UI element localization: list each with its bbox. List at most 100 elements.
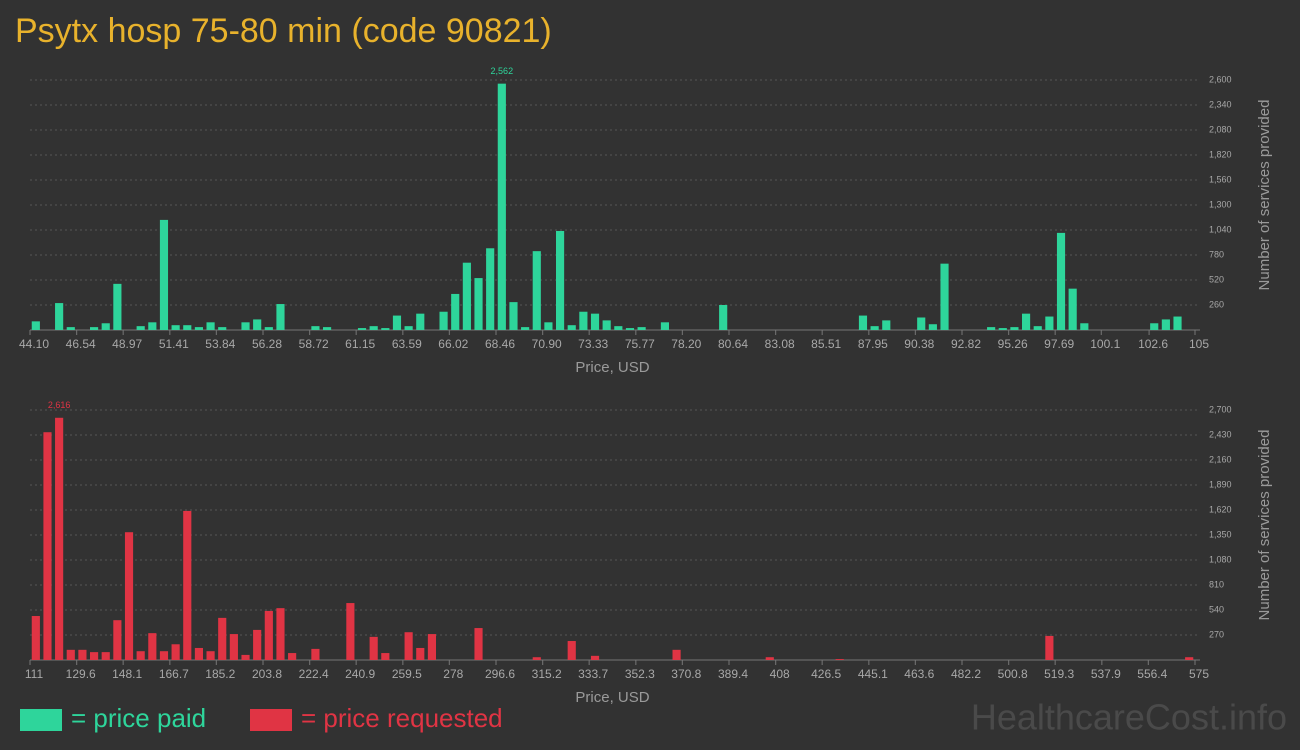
x-tick-label: 73.33 (578, 337, 608, 351)
bar (439, 311, 448, 330)
bar (404, 326, 413, 330)
bar (392, 315, 402, 330)
bar (521, 327, 530, 330)
bar (555, 230, 565, 330)
bar (206, 322, 215, 330)
bar (614, 326, 623, 330)
bar (369, 636, 378, 660)
bar (276, 304, 285, 330)
bar (1150, 323, 1159, 330)
bar (602, 320, 611, 330)
bar (148, 633, 157, 660)
bar (835, 659, 844, 660)
bar (532, 657, 541, 660)
legend-label: = price requested (301, 703, 503, 733)
x-tick-label: 58.72 (299, 337, 329, 351)
x-tick-label: 85.51 (811, 337, 841, 351)
x-tick-label: 129.6 (66, 667, 96, 681)
bar (229, 634, 238, 660)
page-title: Psytx hosp 75-80 min (code 90821) (15, 12, 552, 50)
bar (89, 327, 99, 330)
y-axis-title: Number of services provided (1256, 430, 1273, 621)
bar (253, 319, 262, 330)
x-tick-label: 500.8 (998, 667, 1028, 681)
x-tick-label: 75.77 (625, 337, 655, 351)
bar (381, 653, 390, 660)
x-tick-label: 92.82 (951, 337, 981, 351)
bar (264, 327, 273, 330)
bar (567, 641, 576, 660)
bar (31, 321, 40, 330)
x-tick-label: 333.7 (578, 667, 608, 681)
x-tick-label: 222.4 (299, 667, 329, 681)
bar (1045, 316, 1054, 330)
bar (253, 629, 262, 660)
x-tick-label: 66.02 (438, 337, 468, 351)
bar (1056, 232, 1066, 330)
x-tick-label: 370.8 (671, 667, 701, 681)
x-tick-label: 97.69 (1044, 337, 1074, 351)
bar (1045, 635, 1054, 660)
bar (509, 302, 518, 330)
x-tick-label: 53.84 (205, 337, 235, 351)
y-tick-label: 2,160 (1209, 454, 1232, 464)
y-tick-label: 1,080 (1209, 554, 1232, 564)
value-label: 2,562 (491, 66, 514, 76)
legend-swatch (20, 709, 62, 731)
y-tick-label: 1,040 (1209, 224, 1232, 234)
x-tick-label: 95.26 (998, 337, 1028, 351)
bar (264, 610, 273, 660)
bar (1068, 288, 1077, 330)
x-tick-label: 278 (443, 667, 463, 681)
bar (987, 327, 996, 330)
bar (241, 322, 250, 330)
x-tick-label: 100.1 (1090, 337, 1120, 351)
bar (276, 608, 285, 660)
x-tick-label: 185.2 (205, 667, 235, 681)
bar (89, 652, 99, 660)
bar (567, 325, 576, 330)
x-tick-label: 51.41 (159, 337, 189, 351)
y-tick-label: 2,340 (1209, 99, 1232, 109)
bar (55, 303, 64, 330)
bar (625, 328, 635, 330)
bar (497, 83, 506, 331)
bar (998, 328, 1007, 330)
y-tick-label: 2,080 (1209, 124, 1232, 134)
bar (183, 510, 192, 660)
x-tick-label: 63.59 (392, 337, 422, 351)
x-tick-label: 166.7 (159, 667, 189, 681)
bar (1185, 657, 1194, 660)
x-axis-title: Price, USD (575, 359, 649, 376)
bar (416, 313, 425, 330)
bar (940, 263, 949, 330)
bar (43, 432, 52, 660)
x-tick-label: 48.97 (112, 337, 142, 351)
x-tick-label: 537.9 (1091, 667, 1121, 681)
x-tick-label: 102.6 (1138, 337, 1168, 351)
bar (357, 328, 367, 330)
bar (311, 326, 320, 330)
bar (31, 616, 40, 660)
y-tick-label: 1,560 (1209, 174, 1232, 184)
value-label: 2,616 (48, 400, 71, 410)
y-axis-title: Number of services provided (1256, 100, 1273, 291)
x-tick-label: 90.38 (904, 337, 934, 351)
bar (159, 219, 169, 330)
bar (765, 657, 774, 660)
bar (579, 311, 588, 330)
bar (136, 326, 145, 330)
bar (101, 323, 110, 330)
x-tick-label: 259.5 (392, 667, 422, 681)
y-tick-label: 540 (1209, 604, 1224, 614)
bar (322, 327, 332, 330)
x-tick-label: 87.95 (858, 337, 888, 351)
x-tick-label: 519.3 (1044, 667, 1074, 681)
y-tick-label: 260 (1209, 299, 1224, 309)
bar (346, 603, 355, 660)
x-tick-label: 83.08 (765, 337, 795, 351)
x-tick-label: 56.28 (252, 337, 282, 351)
bar (660, 322, 670, 330)
bar (486, 248, 495, 330)
